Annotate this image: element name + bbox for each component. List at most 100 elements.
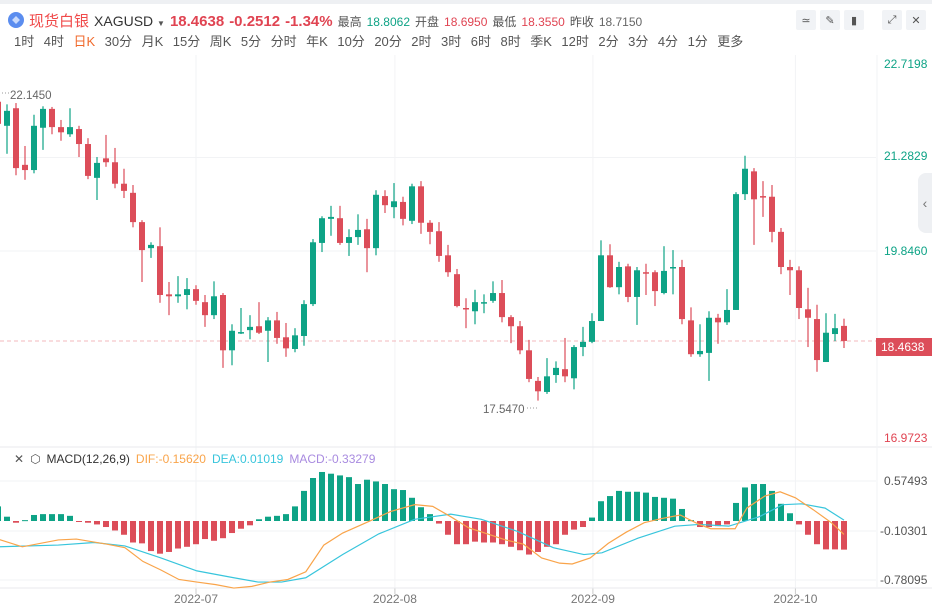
candle-body: [670, 267, 676, 269]
macd-bar: [796, 521, 802, 525]
period-tab[interactable]: 4分: [657, 34, 679, 49]
macd-bar: [832, 521, 838, 550]
draw-button[interactable]: ✎: [820, 10, 840, 30]
period-tab[interactable]: 更多: [717, 34, 744, 49]
macd-bar: [715, 521, 721, 527]
macd-bar: [400, 490, 406, 521]
price-change: -0.2512: [229, 13, 281, 30]
candle-body: [733, 194, 739, 310]
macd-bar: [211, 521, 217, 541]
period-tab[interactable]: 季K: [530, 34, 552, 49]
candle-body: [427, 222, 433, 232]
prev-close-label: 昨收: [569, 15, 594, 29]
candle-body: [292, 335, 298, 350]
candle-body: [481, 302, 487, 304]
macd-bar: [346, 477, 352, 521]
open-label: 开盘: [415, 15, 440, 29]
close-indicator-icon[interactable]: ✕: [14, 452, 25, 466]
macd-bar: [742, 487, 748, 521]
period-tab[interactable]: 10分: [337, 34, 365, 49]
period-tab[interactable]: 8时: [500, 34, 521, 49]
candle-body: [130, 192, 136, 223]
macd-bar: [472, 521, 478, 542]
close-button[interactable]: ✕: [906, 10, 926, 30]
candle-body: [202, 302, 208, 316]
indicator-button[interactable]: ≃: [796, 10, 816, 30]
candle-body: [175, 294, 181, 297]
macd-bar: [283, 514, 289, 521]
macd-bar: [634, 491, 640, 521]
period-tab[interactable]: 1时: [14, 34, 35, 49]
candle-body: [832, 328, 838, 335]
dea-value: DEA:0.01019: [211, 452, 284, 466]
candle-body: [310, 242, 316, 305]
macd-bar: [661, 497, 667, 521]
candle-body: [220, 294, 226, 351]
macd-bar: [562, 521, 568, 535]
candle-body: [283, 337, 289, 349]
period-tab[interactable]: 5分: [240, 34, 262, 49]
candle-body: [715, 317, 721, 323]
macd-title: MACD(12,26,9): [46, 452, 130, 466]
candle-body: [31, 125, 37, 171]
candle-body: [688, 320, 694, 355]
candle-body: [265, 320, 271, 331]
period-tab[interactable]: 20分: [374, 34, 402, 49]
candle-body: [463, 308, 469, 310]
symbol-selector[interactable]: XAGUSD ▼: [94, 13, 165, 29]
period-tab[interactable]: 6时: [470, 34, 491, 49]
candle-body: [256, 326, 262, 333]
period-tab[interactable]: 15分: [172, 34, 201, 49]
macd-bar: [148, 521, 154, 552]
settings-icon[interactable]: ⬡: [30, 452, 41, 466]
macd-bar: [310, 478, 316, 521]
macd-bar: [4, 516, 10, 521]
candle-body: [598, 255, 604, 322]
period-tab[interactable]: 月K: [141, 34, 164, 49]
macd-bar: [418, 507, 424, 521]
macd-bar: [229, 521, 235, 534]
candle-body: [139, 222, 145, 251]
candle-body: [319, 218, 325, 243]
period-tab[interactable]: 日K: [73, 34, 96, 49]
period-tab[interactable]: 3分: [628, 34, 649, 49]
period-tab[interactable]: 12时: [561, 34, 589, 49]
current-price-tag: 18.4638: [876, 338, 932, 356]
period-tab[interactable]: 2时: [411, 34, 432, 49]
date-axis-label: 2022-07: [173, 592, 219, 606]
candle-body: [400, 201, 406, 219]
candle-body: [238, 332, 244, 334]
candle-body: [445, 255, 451, 273]
macd-bar: [355, 484, 361, 521]
period-tab[interactable]: 30分: [104, 34, 133, 49]
chart-type-button[interactable]: ▮: [844, 10, 864, 30]
period-tab[interactable]: 4时: [43, 34, 64, 49]
candle-body: [22, 164, 28, 171]
macd-bar: [103, 521, 109, 528]
macd-bar: [751, 484, 757, 521]
candle-body: [517, 326, 523, 351]
candle-body: [454, 274, 460, 307]
period-tab[interactable]: 周K: [209, 34, 232, 49]
macd-bar: [841, 521, 847, 550]
fullscreen-button[interactable]: ⤢: [882, 10, 902, 30]
price-axis-label: 22.7198: [884, 57, 928, 71]
low-value: 18.3550: [521, 15, 565, 29]
period-tab[interactable]: 3时: [441, 34, 462, 49]
period-tab[interactable]: 1分: [687, 34, 708, 49]
period-tab[interactable]: 年K: [306, 34, 328, 49]
symbol: XAGUSD: [94, 13, 154, 29]
candle-body: [679, 267, 685, 320]
macd-bar: [328, 473, 334, 521]
high-label: 最高: [337, 15, 362, 29]
candle-body: [103, 158, 109, 163]
candle-body: [661, 270, 667, 294]
macd-axis-label: -0.10301: [880, 524, 928, 538]
period-tab[interactable]: 2分: [598, 34, 619, 49]
macd-bar: [238, 521, 244, 529]
macd-bar: [706, 521, 712, 528]
candle-body: [337, 218, 343, 243]
period-tab[interactable]: 分时: [270, 34, 297, 49]
collapse-panel-button[interactable]: ‹: [918, 173, 932, 233]
